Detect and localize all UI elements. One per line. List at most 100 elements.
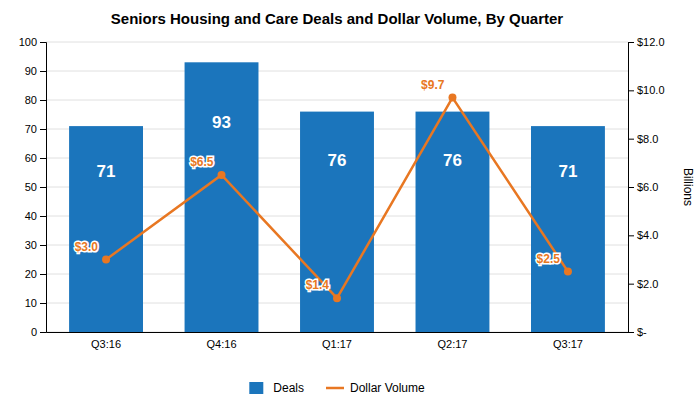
legend-swatch [326, 387, 344, 390]
line-label: $1.4 [306, 278, 330, 292]
bar-label: 76 [328, 151, 347, 170]
y2-tick-label: $2.0 [637, 278, 658, 290]
y2-axis-title: Billions [681, 168, 695, 206]
y-tick: 30 [25, 239, 46, 251]
grid-line [46, 42, 628, 43]
marks [69, 62, 605, 332]
data-labels: 71 93 76 76 71 $3.0 $6.5 $1.4 $9.7 $2.5 [75, 78, 578, 293]
y2-tick: $8.0 [628, 133, 658, 145]
y-tick: 70 [25, 123, 46, 135]
x-tick-label: Q3:17 [553, 338, 583, 350]
title: Seniors Housing and Care Deals and Dolla… [111, 10, 563, 27]
y2-tick-mark [628, 187, 634, 188]
y-tick-label: 40 [25, 210, 37, 222]
y-tick-label: 70 [25, 123, 37, 135]
chart: 0 10 20 30 40 50 60 70 80 90 100 $- $2.0 $4.0 $6.0 $8.0… [0, 0, 700, 404]
y-tick: 80 [25, 94, 46, 106]
y-tick-mark [40, 216, 46, 217]
y-tick-mark [40, 187, 46, 188]
line-point [102, 256, 110, 264]
bar [185, 62, 259, 332]
y-tick-label: 60 [25, 152, 37, 164]
line-label: $6.5 [190, 155, 214, 169]
y2-tick-label: $10.0 [637, 84, 665, 96]
y2-tick-mark [628, 235, 634, 236]
y-tick-mark [40, 42, 46, 43]
line-point [564, 268, 572, 276]
y-tick-mark [40, 100, 46, 101]
y-tick-label: 50 [25, 181, 37, 193]
y-tick: 20 [25, 268, 46, 280]
line-label: $3.0 [75, 240, 99, 254]
x-axis: Q3:16 Q4:16 Q1:17 Q2:17 Q3:17 [47, 333, 629, 350]
x-tick-label: Q3:16 [91, 338, 121, 350]
line-label: $2.5 [537, 252, 561, 266]
bar [69, 126, 143, 332]
y2-tick: $10.0 [628, 84, 665, 96]
y-tick-mark [40, 274, 46, 275]
y-tick: 40 [25, 210, 46, 222]
legend-swatch [249, 382, 263, 394]
y-tick-mark [40, 332, 46, 333]
x-tick-label: Q4:16 [207, 338, 237, 350]
y-tick-mark [40, 245, 46, 246]
y2-tick: $- [628, 326, 647, 338]
bar [300, 112, 374, 332]
bar-label: 71 [97, 162, 116, 181]
y2-tick-label: $8.0 [637, 133, 658, 145]
y-tick-label: 30 [25, 239, 37, 251]
y-tick-mark [40, 158, 46, 159]
x-tick: Q4:16 [207, 338, 237, 350]
y-tick-label: 10 [25, 297, 37, 309]
y-tick-label: 0 [31, 326, 37, 338]
y2-tick: $4.0 [628, 229, 658, 241]
y-tick-mark [40, 129, 46, 130]
y2-tick-label: $- [637, 326, 647, 338]
x-tick: Q1:17 [322, 338, 352, 350]
y2-axis: $- $2.0 $4.0 $6.0 $8.0 $10.0 $12.0 [628, 36, 665, 338]
y-tick: 10 [25, 297, 46, 309]
y-tick-label: 90 [25, 65, 37, 77]
y2-tick-mark [628, 42, 634, 43]
y-tick: 90 [25, 65, 46, 77]
x-tick: Q3:16 [91, 338, 121, 350]
y2-tick: $2.0 [628, 278, 658, 290]
bar [531, 126, 605, 332]
y2-tick-mark [628, 284, 634, 285]
y-tick-label: 20 [25, 268, 37, 280]
plot: 0 10 20 30 40 50 60 70 80 90 100 $- $2.0 $4.0 $6.0 $8.0… [19, 36, 665, 350]
bar-label: 71 [558, 162, 577, 181]
line [106, 98, 568, 299]
y2-tick-mark [628, 90, 634, 91]
y-tick: 50 [25, 181, 46, 193]
y2-tick-label: $6.0 [637, 181, 658, 193]
y2-tick-mark [628, 332, 634, 333]
legend-label: Deals [273, 381, 304, 395]
legend-label: Dollar Volume [350, 381, 425, 395]
line-label: $9.7 [421, 78, 445, 92]
y-tick-label: 80 [25, 94, 37, 106]
bar-label: 93 [212, 113, 231, 132]
legend-item: Dollar Volume [326, 381, 425, 395]
grid-line [46, 100, 628, 101]
grid-line [46, 71, 628, 72]
legend-item: Deals [249, 381, 304, 395]
x-axis-line [47, 332, 629, 333]
legend: Deals Dollar Volume [249, 381, 425, 395]
y-axis-line [40, 43, 47, 333]
y2-tick: $6.0 [628, 181, 658, 193]
line-point [218, 171, 226, 179]
y-tick-mark [40, 303, 46, 304]
y-tick-label: 100 [19, 36, 37, 48]
x-tick-label: Q1:17 [322, 338, 352, 350]
y2-tick: $12.0 [628, 36, 665, 48]
grid [46, 42, 628, 332]
bar-label: 76 [443, 151, 462, 170]
y2-tick-label: $12.0 [637, 36, 665, 48]
y-tick: 0 [31, 326, 46, 338]
y-axis: 0 10 20 30 40 50 60 70 80 90 100 [19, 36, 47, 338]
y2-tick-mark [628, 139, 634, 140]
y2-tick-label: $4.0 [637, 229, 658, 241]
line-point [333, 294, 341, 302]
x-tick-label: Q2:17 [437, 338, 467, 350]
